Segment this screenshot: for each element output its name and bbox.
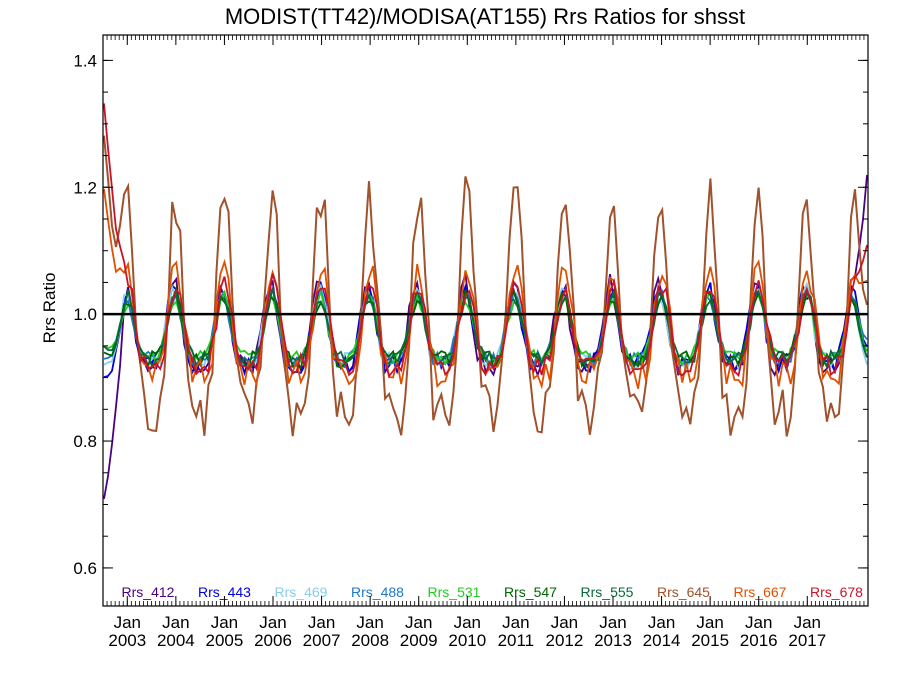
x-tick-year-label: 2003 (108, 631, 146, 650)
axes: 0.60.81.01.21.4Jan2003Jan2004Jan2005Jan2… (73, 35, 869, 650)
y-tick-label: 0.6 (73, 559, 97, 578)
x-tick-month-label: Jan (745, 613, 772, 632)
x-tick-month-label: Jan (211, 613, 238, 632)
x-tick-year-label: 2012 (546, 631, 584, 650)
x-tick-month-label: Jan (696, 613, 723, 632)
x-tick-month-label: Jan (405, 613, 432, 632)
x-tick-month-label: Jan (551, 613, 578, 632)
x-tick-year-label: 2013 (594, 631, 632, 650)
y-axis-label: Rrs Ratio (40, 273, 59, 344)
y-tick-label: 1.0 (73, 305, 97, 324)
x-tick-month-label: Jan (114, 613, 141, 632)
legend-entry-rrs-443: Rrs_443 (198, 584, 251, 600)
legend-entry-rrs-678: Rrs_678 (810, 584, 863, 600)
y-tick-label: 1.2 (73, 178, 97, 197)
chart-title: MODIST(TT42)/MODISA(AT155) Rrs Ratios fo… (225, 4, 745, 29)
legend-entry-rrs-645: Rrs_645 (657, 584, 710, 600)
legend-entry-rrs-531: Rrs_531 (428, 584, 481, 600)
legend-entry-rrs-547: Rrs_547 (504, 584, 557, 600)
legend-entry-rrs-412: Rrs_412 (122, 584, 175, 600)
y-tick-label: 1.4 (73, 51, 97, 70)
x-tick-year-label: 2015 (691, 631, 729, 650)
x-tick-year-label: 2004 (157, 631, 195, 650)
y-tick-label: 0.8 (73, 432, 97, 451)
x-tick-month-label: Jan (259, 613, 286, 632)
series-line-rrs-678 (103, 103, 868, 378)
legend-entry-rrs-555: Rrs_555 (581, 584, 634, 600)
x-tick-year-label: 2011 (498, 631, 535, 650)
x-tick-year-label: 2005 (206, 631, 244, 650)
x-tick-month-label: Jan (599, 613, 626, 632)
x-tick-year-label: 2010 (448, 631, 486, 650)
series-layer (103, 103, 868, 500)
x-tick-month-label: Jan (502, 613, 529, 632)
series-line-rrs-645 (103, 135, 868, 437)
x-tick-year-label: 2017 (788, 631, 826, 650)
x-tick-year-label: 2008 (351, 631, 389, 650)
legend: Rrs_412 Rrs_443 Rrs_469 Rrs_488 Rrs_531 Rrs_5… (122, 584, 864, 600)
x-tick-year-label: 2007 (303, 631, 341, 650)
x-tick-month-label: Jan (308, 613, 335, 632)
x-tick-month-label: Jan (356, 613, 383, 632)
legend-entry-rrs-488: Rrs_488 (351, 584, 404, 600)
legend-entry-rrs-667: Rrs_667 (734, 584, 787, 600)
series-line-rrs-547 (103, 285, 868, 371)
x-tick-month-label: Jan (454, 613, 481, 632)
plot-frame (102, 34, 869, 607)
x-tick-month-label: Jan (794, 613, 821, 632)
x-tick-year-label: 2009 (400, 631, 438, 650)
x-tick-year-label: 2006 (254, 631, 292, 650)
x-tick-month-label: Jan (648, 613, 675, 632)
legend-entry-rrs-469: Rrs_469 (275, 584, 328, 600)
x-tick-month-label: Jan (162, 613, 189, 632)
x-tick-year-label: 2014 (643, 631, 681, 650)
x-tick-year-label: 2016 (740, 631, 778, 650)
